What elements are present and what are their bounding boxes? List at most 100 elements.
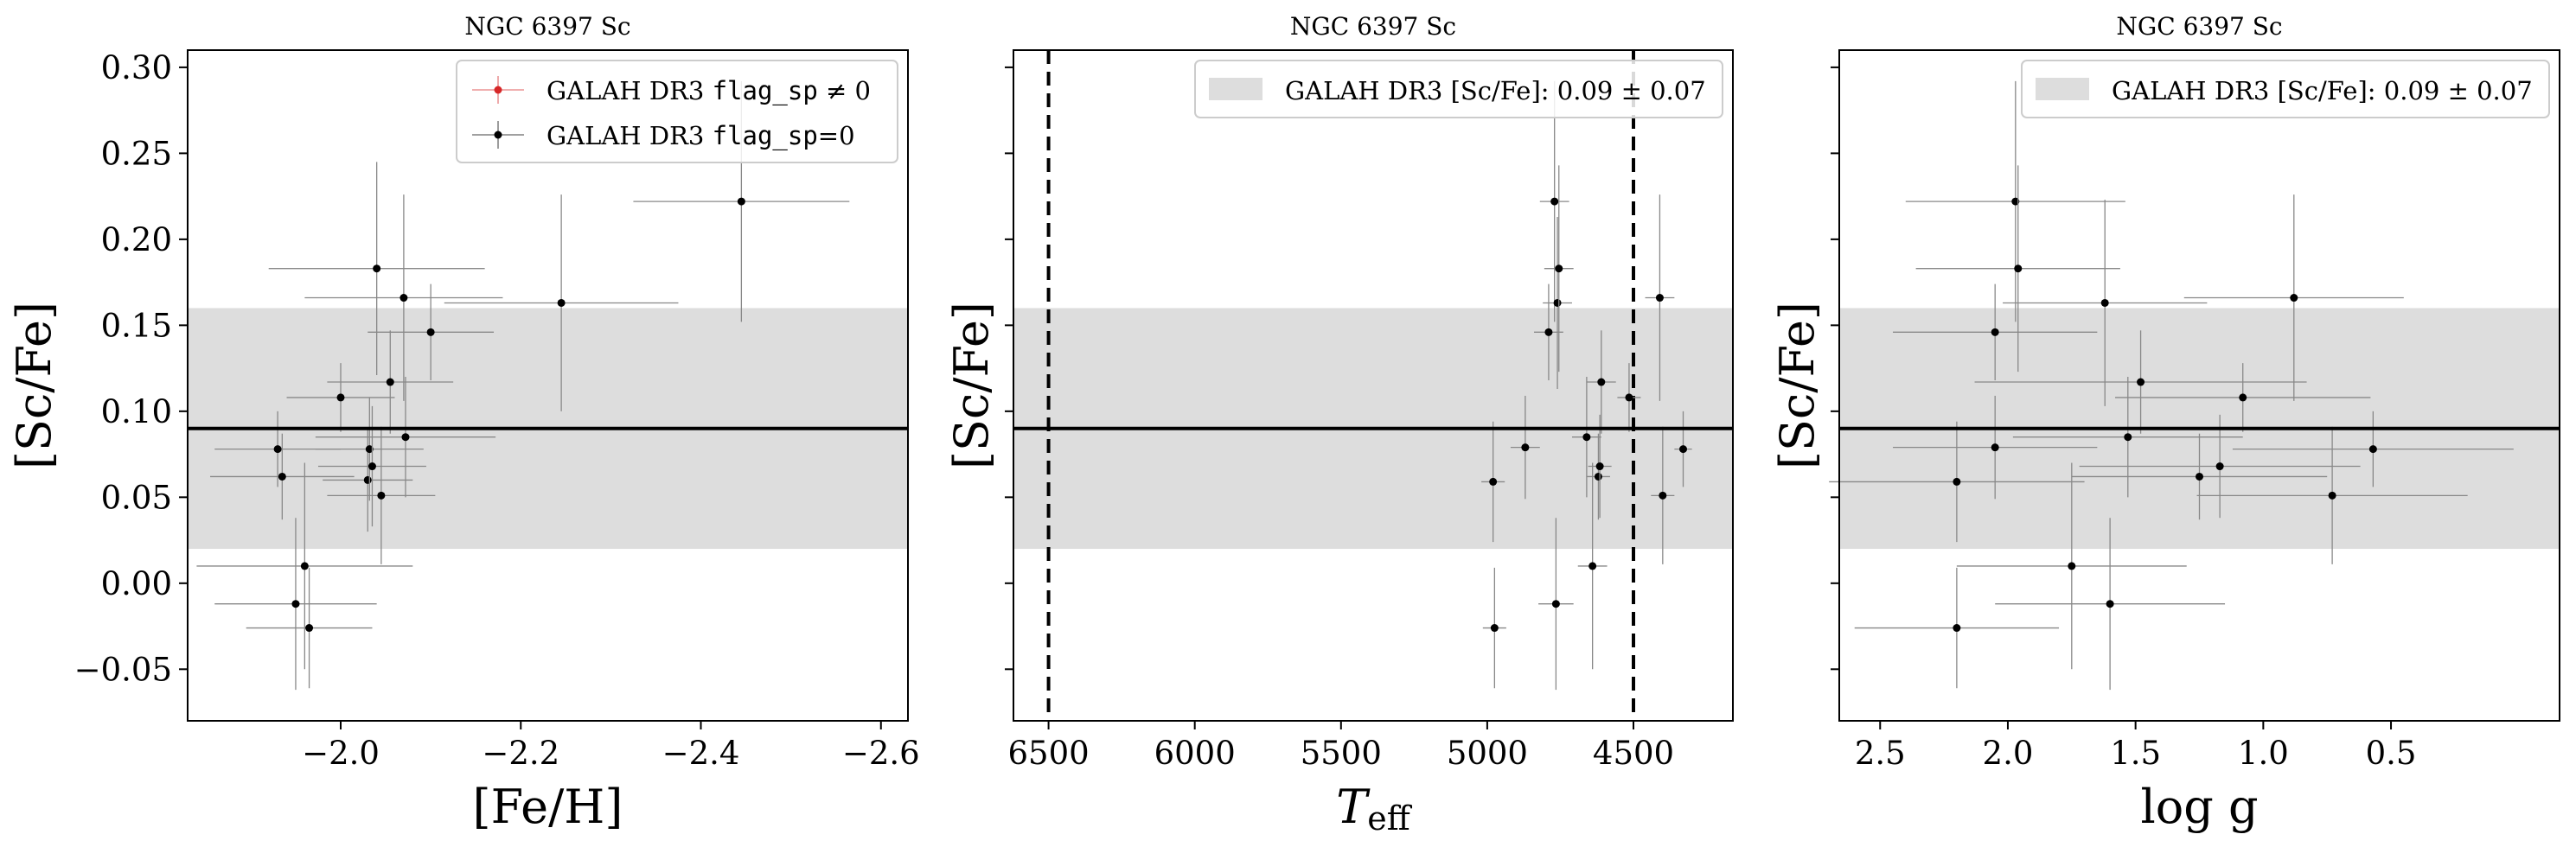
data-point (2137, 378, 2145, 386)
legend-marker (494, 131, 502, 139)
data-point (2011, 197, 2020, 206)
axes-frame (187, 49, 909, 722)
data-point (336, 393, 345, 402)
y-tick-label: −0.05 (74, 651, 172, 688)
data-point (291, 600, 300, 608)
data-point (1594, 472, 1602, 481)
data-point (368, 462, 376, 471)
data-point (1655, 294, 1664, 302)
data-point (1991, 443, 1999, 452)
legend-box (2021, 60, 2550, 118)
data-point (300, 562, 309, 570)
legend: GALAH DR3 [Sc/Fe]: 0.09 ± 0.07 (2021, 60, 2550, 118)
legend-label: GALAH DR3 [Sc/Fe]: 0.09 ± 0.07 (1285, 76, 1706, 105)
x-tick-label: 1.0 (2238, 735, 2289, 772)
data-point (1489, 477, 1498, 486)
data-point (1588, 562, 1597, 570)
axes-frame (1013, 49, 1734, 722)
legend: GALAH DR3 [Sc/Fe]: 0.09 ± 0.07 (1194, 60, 1723, 118)
y-tick-label: 0.15 (101, 307, 172, 344)
data-point (2014, 264, 2023, 273)
legend-marker (494, 86, 502, 94)
data-point (2124, 433, 2132, 442)
data-point (1953, 477, 1961, 486)
data-point (426, 328, 435, 336)
y-axis-label: [Sc/Fe] (1770, 302, 1825, 469)
data-point (1597, 378, 1606, 386)
y-tick-label: 0.30 (101, 49, 172, 86)
panel-title: NGC 6397 Sc (2116, 12, 2282, 41)
data-point (1555, 264, 1563, 273)
data-point (2239, 393, 2247, 402)
data-point (373, 264, 381, 273)
y-axis-label: [Sc/Fe] (944, 302, 999, 469)
data-point (2100, 298, 2109, 307)
y-tick-label: 0.00 (101, 565, 172, 602)
legend-swatch (1209, 78, 1262, 100)
data-point (1553, 298, 1562, 307)
x-tick-label: 2.5 (1855, 735, 1906, 772)
data-point (1659, 491, 1667, 500)
data-point (1953, 624, 1961, 633)
data-point (2106, 600, 2114, 608)
legend-box (1194, 60, 1723, 118)
x-tick-label: 6500 (1007, 735, 1089, 772)
x-tick-label: −2.0 (302, 735, 380, 772)
data-point (2215, 462, 2224, 471)
legend-box (456, 60, 898, 163)
panel-3: 2.5 2.0 1.5 1.0 0.5 NGC 6397 Sc log g [Sc/Fe] GA… (1770, 12, 2560, 834)
data-point (557, 298, 566, 307)
data-point (400, 294, 408, 302)
data-point (1550, 197, 1559, 206)
data-point (1521, 443, 1530, 452)
data-point (2368, 445, 2377, 454)
legend-swatch (2036, 78, 2089, 100)
x-tick-label: −2.4 (662, 735, 740, 772)
data-point (1679, 445, 1688, 454)
data-point (737, 197, 745, 206)
data-point (1595, 462, 1604, 471)
data-point (2290, 294, 2298, 302)
data-point (1625, 393, 1633, 402)
y-axis-label: [Sc/Fe] (7, 302, 61, 469)
data-point (273, 445, 282, 454)
y-tick-label: 0.05 (101, 479, 172, 516)
y-tick-label: 0.20 (101, 221, 172, 258)
panel-title: NGC 6397 Sc (1290, 12, 1456, 41)
axes-frame (1838, 49, 2560, 722)
panel-title: NGC 6397 Sc (464, 12, 630, 41)
data-point (365, 445, 374, 454)
data-point (2196, 472, 2203, 481)
x-tick-label: 4500 (1593, 735, 1674, 772)
x-tick-label: 1.5 (2110, 735, 2161, 772)
legend: GALAH DR3 flag_sp ≠ 0 GALAH DR3 flag_sp=0 (456, 60, 898, 163)
x-tick-label: 5500 (1301, 735, 1382, 772)
data-point (401, 433, 410, 442)
x-tick-label: −2.2 (482, 735, 559, 772)
data-point (1490, 624, 1499, 633)
legend-label: GALAH DR3 [Sc/Fe]: 0.09 ± 0.07 (2112, 76, 2533, 105)
data-point (278, 472, 286, 481)
x-axis-label: log g (2140, 780, 2258, 834)
legend-label: GALAH DR3 flag_sp ≠ 0 (547, 76, 871, 106)
x-tick-label: 0.5 (2366, 735, 2417, 772)
y-tick-label: 0.10 (101, 393, 172, 430)
data-point (1991, 328, 1999, 336)
data-point (2328, 491, 2336, 500)
data-point (386, 378, 394, 386)
x-tick-label: 5000 (1447, 735, 1528, 772)
x-axis-label: Teff (1336, 780, 1413, 837)
panel-1: −0.05 0.00 0.05 0.10 0.15 0.20 0.25 0.30 −2.0 −2.… (7, 12, 920, 834)
x-tick-label: 6000 (1154, 735, 1236, 772)
panel-2: 6500 6000 5500 5000 4500 NGC 6397 Sc Teff [Sc/F… (944, 12, 1734, 837)
data-point (305, 624, 314, 633)
y-tick-label: 0.25 (101, 135, 172, 172)
data-point (1544, 328, 1553, 336)
data-point (2068, 562, 2076, 570)
legend-label: GALAH DR3 flag_sp=0 (547, 121, 855, 151)
x-tick-label: 2.0 (1983, 735, 2034, 772)
data-point (1551, 600, 1560, 608)
data-point (363, 475, 372, 484)
x-tick-label: −2.6 (842, 735, 920, 772)
